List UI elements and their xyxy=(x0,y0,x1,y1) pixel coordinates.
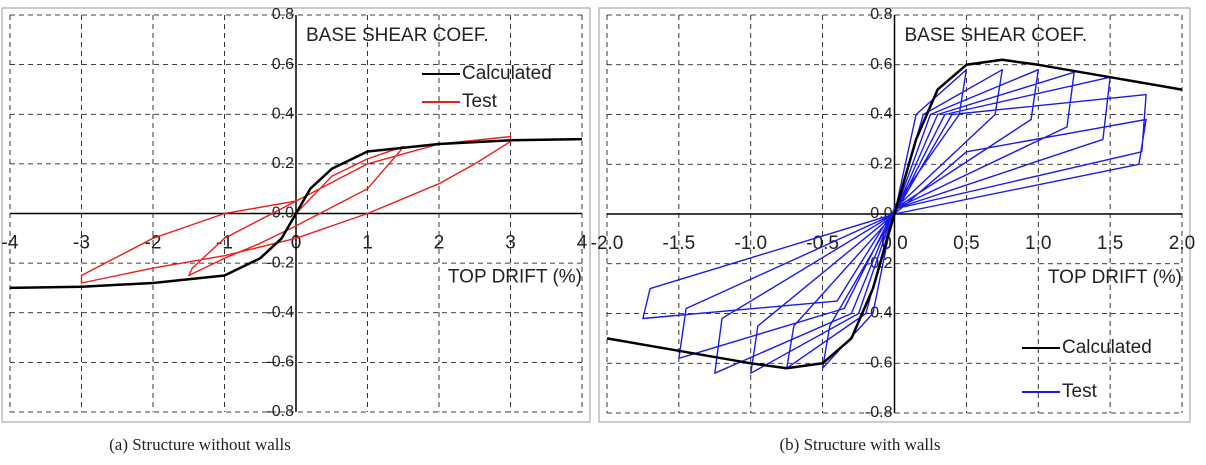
y-tick-label: 0.4 xyxy=(272,105,294,122)
x-tick-label: -2 xyxy=(145,233,162,254)
x-tick-label: 2 xyxy=(434,233,445,254)
y-tick-label: -0.6 xyxy=(865,354,893,371)
x-tick-label: 1.5 xyxy=(1097,233,1123,254)
x-tick-label: 0.5 xyxy=(953,233,979,254)
y-tick-label: 0.2 xyxy=(870,155,892,172)
x-tick-label: 3 xyxy=(505,233,516,254)
series-line xyxy=(606,58,1183,370)
legend-label: Test xyxy=(1062,381,1098,402)
x-tick-label: 2.0 xyxy=(1169,233,1195,254)
series-line xyxy=(9,137,583,290)
y-tick-label: -0.4 xyxy=(266,304,294,321)
x-tick-label: -1.0 xyxy=(734,233,767,254)
x-tick-label: -2.0 xyxy=(591,233,624,254)
x-axis-title: TOP DRIFT (%) xyxy=(448,267,582,288)
x-tick-label: 1 xyxy=(362,233,373,254)
x-tick-label: 4 xyxy=(577,233,588,254)
y-axis-title: BASE SHEAR COEF. xyxy=(306,25,489,46)
x-tick-label: -4 xyxy=(2,233,19,254)
y-tick-label: 0.6 xyxy=(870,56,892,73)
y-tick-label: 0.8 xyxy=(272,6,294,23)
y-tick-label: -0.2 xyxy=(266,254,294,271)
caption: (b) Structure with walls xyxy=(780,435,941,454)
x-tick-label: -1.5 xyxy=(663,233,696,254)
y-tick-label: 0.2 xyxy=(272,155,294,172)
y-axis-title: BASE SHEAR COEF. xyxy=(905,25,1088,46)
caption: (a) Structure without walls xyxy=(109,435,291,454)
y-tick-label: 0.4 xyxy=(870,106,892,123)
legend-label: Calculated xyxy=(1062,337,1152,358)
y-tick-label: -0.4 xyxy=(865,305,893,322)
y-tick-label: -0.2 xyxy=(865,255,893,272)
y-tick-label: 0.8 xyxy=(870,6,892,23)
series-line xyxy=(80,135,512,284)
y-tick-label: -0.6 xyxy=(266,354,294,371)
legend-label: Test xyxy=(462,91,498,112)
y-tick-label: -0.8 xyxy=(266,403,294,420)
legend-label: Calculated xyxy=(462,63,552,84)
plot-frame xyxy=(598,7,1191,423)
x-tick-label: 1.0 xyxy=(1025,233,1051,254)
x-tick-label: -1 xyxy=(216,233,233,254)
y-tick-label: -0.8 xyxy=(865,404,893,421)
x-tick-label: -3 xyxy=(73,233,90,254)
plot-frame xyxy=(1,7,591,423)
y-tick-label: 0.6 xyxy=(272,56,294,73)
x-axis-title: TOP DRIFT (%) xyxy=(1048,267,1182,288)
